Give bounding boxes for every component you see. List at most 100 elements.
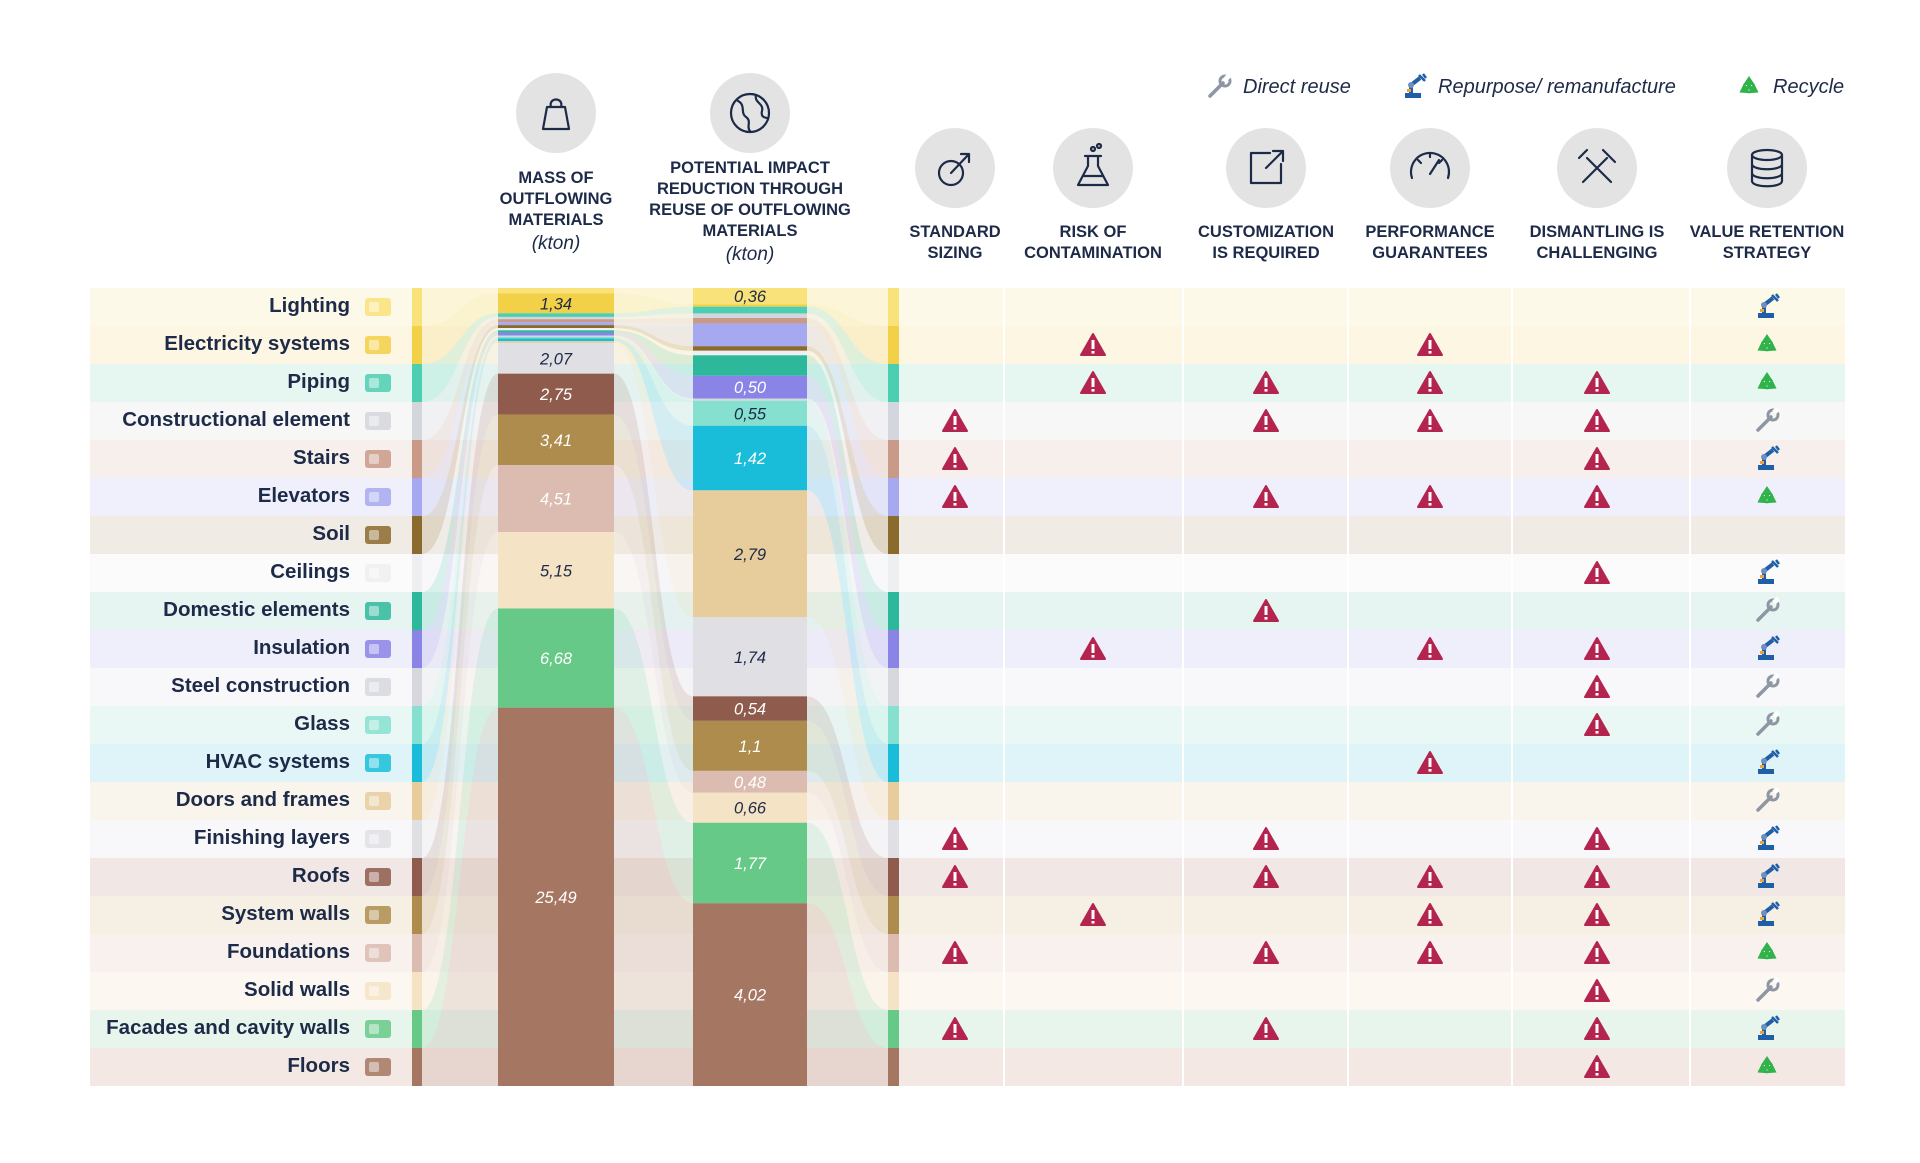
warning-icon (942, 865, 968, 888)
flow-band (422, 328, 498, 592)
row-label: Piping (287, 370, 350, 393)
bar-segment-system-walls (498, 414, 614, 466)
row-background (90, 592, 1845, 630)
legend-item: Direct reuse (1205, 73, 1351, 100)
flow-band (614, 288, 693, 305)
bar-segment-insulation (498, 332, 614, 336)
bar-value-label: 0,55 (734, 405, 767, 423)
flask-icon (1076, 142, 1110, 187)
bar-segment-piping (498, 313, 614, 317)
category-color-strip (888, 858, 899, 896)
gauge-icon (1409, 151, 1451, 180)
flow-band (807, 720, 888, 934)
category-color-strip (888, 288, 899, 326)
bar-segment-doors-and-frames (498, 341, 614, 343)
wrench-icon (1756, 596, 1780, 622)
category-color-strip (412, 554, 422, 592)
warning-icon (942, 485, 968, 508)
flow-band (807, 313, 888, 440)
bar-segment-constructional-element (498, 316, 614, 320)
flow-band (422, 336, 498, 744)
category-color-strip (412, 744, 422, 782)
tools-icon (1577, 148, 1617, 184)
warning-icon (1253, 865, 1279, 888)
category-color-strip (412, 934, 422, 972)
row-label: Insulation (253, 636, 350, 659)
bar-segment-piping (693, 306, 807, 314)
row-background (90, 858, 1845, 896)
flow-band (614, 322, 693, 347)
insulation-icon (365, 640, 391, 658)
bar-segment-system-walls (693, 720, 807, 771)
row-label: Stairs (293, 446, 350, 469)
robot-arm-icon (1758, 825, 1780, 850)
category-color-strip (888, 896, 899, 934)
row-label: Glass (294, 712, 350, 735)
row-background (90, 478, 1845, 516)
warning-icon (1417, 751, 1443, 774)
row-background (90, 820, 1845, 858)
criteria-column-title: RISK OF CONTAMINATION (1024, 223, 1162, 262)
flow-band (807, 822, 888, 1048)
category-color-strip (412, 364, 422, 402)
bar-value-label: 0,48 (734, 774, 767, 792)
flow-band (807, 400, 888, 744)
row-label: Solid walls (244, 978, 350, 1001)
flow-band (422, 325, 498, 554)
warning-icon (1417, 371, 1443, 394)
category-color-strip (412, 668, 422, 706)
warning-icon (1584, 865, 1610, 888)
warning-icon (1080, 637, 1106, 660)
resize-icon (937, 152, 971, 187)
warning-icon (1253, 485, 1279, 508)
bar-segment-electricity-systems (498, 293, 614, 314)
pipe-icon (365, 374, 391, 392)
warning-icon (1417, 409, 1443, 432)
bar-value-label: 1,74 (734, 649, 766, 667)
robot-arm-icon (1758, 749, 1780, 774)
legend-label: Repurpose/ remanufacture (1438, 75, 1676, 98)
robot-arm-icon (1758, 635, 1780, 660)
bar-segment-electricity-systems (693, 304, 807, 307)
warning-icon (1080, 903, 1106, 926)
recycle-icon (1739, 76, 1759, 94)
bar-segment-foundations (498, 465, 614, 533)
row-background (90, 516, 1845, 554)
impact-bar: 0,36 0,50 0,55 1,42 2,79 1,74 0,54 1,1 0,48 0,66 1… (693, 288, 807, 1086)
flow-band (422, 332, 498, 668)
row-label: Domestic elements (163, 598, 350, 621)
flow-band (422, 465, 498, 972)
weight-icon (541, 98, 571, 131)
category-color-strip (412, 288, 422, 326)
solid-wall-icon (365, 982, 391, 1000)
bar-value-label: 0,54 (734, 701, 766, 719)
bar-segment-facades-and-cavity-walls (498, 608, 614, 708)
warning-icon (1417, 333, 1443, 356)
category-color-strip (888, 1048, 899, 1086)
warning-icon (1417, 941, 1443, 964)
flow-band (807, 306, 888, 402)
row-label: Elevators (257, 484, 350, 507)
flow-band (807, 490, 888, 820)
category-color-strip (888, 668, 899, 706)
row-background (90, 402, 1845, 440)
flow-band (614, 306, 693, 317)
tools-icon (1557, 128, 1637, 208)
warning-icon (1253, 827, 1279, 850)
bar-segment-domestic-elements (498, 330, 614, 333)
flow-band (614, 293, 693, 314)
wrench-icon (1756, 976, 1780, 1002)
flow-band (614, 414, 693, 771)
bar-value-label: 1,77 (734, 855, 767, 873)
steel-beam-icon (365, 678, 391, 696)
bar-value-label: 2,75 (539, 386, 573, 404)
warning-icon (1080, 333, 1106, 356)
category-color-strip (888, 402, 899, 440)
warning-icon (942, 827, 968, 850)
bar-value-label: 2,79 (733, 546, 766, 564)
bar-segment-solid-walls (693, 792, 807, 823)
category-color-strip (888, 364, 899, 402)
bar-value-label: 1,34 (540, 295, 572, 313)
bar-value-label: 6,68 (540, 650, 573, 668)
row-background (90, 896, 1845, 934)
